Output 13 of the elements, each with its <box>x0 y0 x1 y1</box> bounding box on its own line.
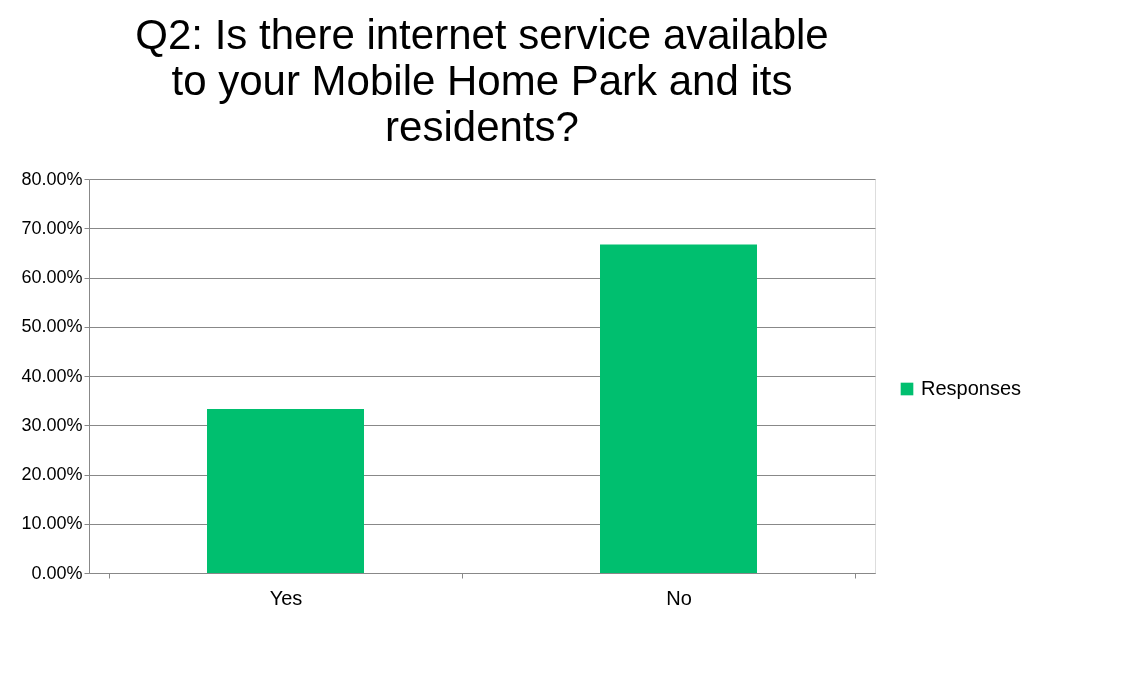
y-tick-label: 40.00% <box>21 365 83 386</box>
y-tick-label: 80.00% <box>21 168 83 189</box>
legend-label: Responses <box>921 377 1022 399</box>
y-tick-label: 60.00% <box>21 267 83 287</box>
x-tick-label: No <box>666 586 692 609</box>
y-tick-label: 50.00% <box>21 316 83 337</box>
y-tick-label: 70.00% <box>21 217 83 238</box>
y-tick-label: 10.00% <box>21 513 83 534</box>
y-tick-label: 0.00% <box>31 562 83 583</box>
x-tick-label: Yes <box>269 586 303 609</box>
y-tick-label: 30.00% <box>21 414 83 435</box>
chart-title: Q2: Is there internet service available to your Mobile Home Park and its residents? <box>135 11 829 150</box>
y-tick-label: 20.00% <box>21 464 83 484</box>
